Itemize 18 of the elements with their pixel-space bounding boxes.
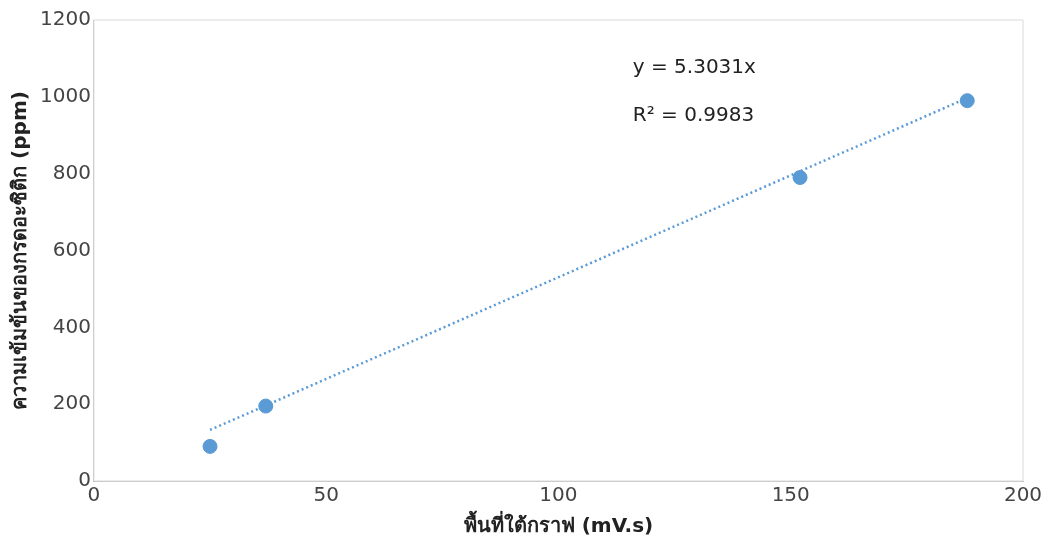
y-tick-label: 600	[52, 236, 91, 261]
y-tick-label: 400	[52, 313, 91, 338]
x-tick-label: 50	[313, 482, 339, 507]
y-tick-label: 1000	[39, 83, 91, 108]
point	[258, 398, 274, 414]
point	[202, 438, 218, 454]
point	[959, 93, 975, 109]
y-tick-label: 1200	[39, 6, 91, 31]
annotation: y = 5.3031x	[632, 54, 757, 79]
y-tick-label: 800	[52, 159, 91, 184]
x-tick-label: 100	[539, 482, 578, 507]
x-tick-label: 200	[1003, 482, 1043, 507]
point	[792, 170, 808, 186]
y-tick-label: 200	[52, 390, 91, 415]
x-tick-label: 150	[771, 482, 810, 507]
x-axis-title: พื้นที่ใต้กราฟ (mV.s)	[463, 510, 654, 538]
annotation: R² = 0.9983	[632, 102, 755, 127]
y-axis-title: ความเข้มข้นของกรดอะซิติก (ppm)	[7, 91, 32, 410]
